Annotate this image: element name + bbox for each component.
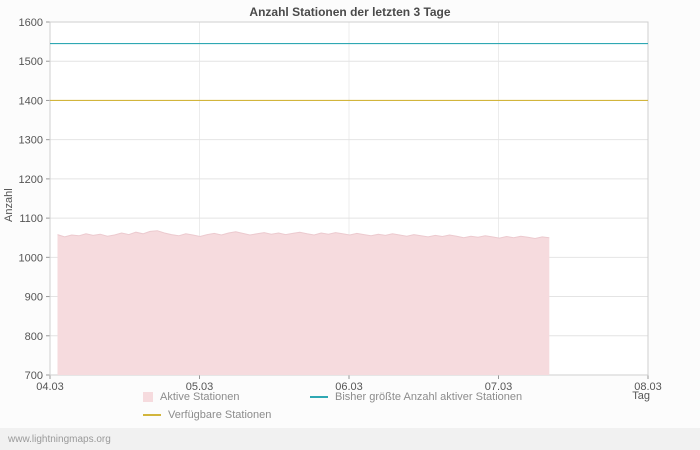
svg-text:08.03: 08.03 bbox=[634, 381, 662, 393]
svg-text:900: 900 bbox=[25, 292, 43, 304]
svg-text:1000: 1000 bbox=[19, 252, 43, 264]
svg-text:700: 700 bbox=[25, 370, 43, 382]
yellow-line-swatch-icon bbox=[143, 414, 161, 416]
svg-text:1400: 1400 bbox=[19, 95, 43, 107]
svg-text:800: 800 bbox=[25, 331, 43, 343]
footer-link[interactable]: www.lightningmaps.org bbox=[8, 433, 111, 445]
y-axis-label: Anzahl bbox=[3, 188, 15, 222]
legend-label-aktive-stationen: Aktive Stationen bbox=[160, 391, 240, 403]
legend-item-aktive-stationen: Aktive Stationen bbox=[143, 391, 310, 403]
svg-text:1200: 1200 bbox=[19, 174, 43, 186]
footer-bar: www.lightningmaps.org bbox=[0, 428, 700, 450]
area-swatch-icon bbox=[143, 392, 153, 402]
svg-text:06.03: 06.03 bbox=[335, 381, 363, 393]
legend-label-verfuegbare-stationen: Verfügbare Stationen bbox=[168, 409, 272, 421]
legend-item-groesste-anzahl: Bisher größte Anzahl aktiver Stationen bbox=[310, 391, 522, 403]
svg-text:1300: 1300 bbox=[19, 135, 43, 147]
svg-text:07.03: 07.03 bbox=[485, 381, 513, 393]
chart-legend: Aktive Stationen Bisher größte Anzahl ak… bbox=[143, 391, 522, 421]
svg-text:1600: 1600 bbox=[19, 17, 43, 29]
x-axis-label: Tag bbox=[632, 390, 650, 402]
teal-line-swatch-icon bbox=[310, 396, 328, 398]
chart-title: Anzahl Stationen der letzten 3 Tage bbox=[249, 5, 451, 19]
legend-label-groesste-anzahl: Bisher größte Anzahl aktiver Stationen bbox=[335, 391, 523, 403]
svg-text:04.03: 04.03 bbox=[36, 381, 64, 393]
svg-text:1100: 1100 bbox=[19, 213, 43, 225]
svg-text:1500: 1500 bbox=[19, 56, 43, 68]
legend-item-verfuegbare-stationen: Verfügbare Stationen bbox=[143, 409, 310, 421]
svg-text:05.03: 05.03 bbox=[186, 381, 214, 393]
